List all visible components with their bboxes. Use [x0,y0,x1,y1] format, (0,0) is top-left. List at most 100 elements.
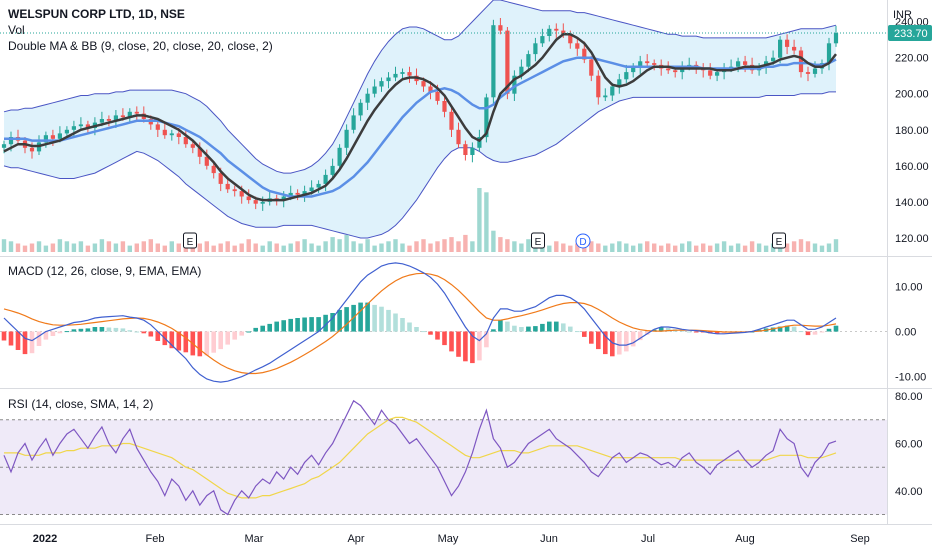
volume-bar[interactable] [554,241,559,252]
candle-body[interactable] [645,61,650,64]
volume-bar[interactable] [239,243,244,253]
macd-histogram-bar[interactable] [498,320,503,332]
volume-bar[interactable] [162,245,167,252]
candle-body[interactable] [1,144,7,148]
volume-bar[interactable] [85,245,91,252]
macd-histogram-bar[interactable] [512,325,517,332]
candle-body[interactable] [617,79,622,87]
candle-body[interactable] [812,68,818,74]
volume-bar[interactable] [57,239,63,252]
macd-histogram-bar[interactable] [204,331,210,356]
candle-body[interactable] [372,86,377,94]
volume-bar[interactable] [36,241,42,252]
macd-histogram-bar[interactable] [603,331,608,355]
candle-body[interactable] [435,91,440,101]
macd-histogram-bar[interactable] [428,331,433,335]
macd-histogram-bar[interactable] [197,331,203,357]
volume-bar[interactable] [617,241,622,252]
bollinger-upper-line[interactable] [3,0,837,174]
macd-histogram-bar[interactable] [85,328,91,332]
macd-histogram-bar[interactable] [519,327,524,332]
candle-body[interactable] [526,54,531,67]
candle-body[interactable] [449,111,454,130]
volume-bar[interactable] [50,243,56,253]
volume-bar[interactable] [211,245,216,252]
volume-bar[interactable] [323,241,328,252]
volume-bar[interactable] [232,245,237,252]
volume-bar[interactable] [659,245,664,252]
candle-body[interactable] [428,86,433,92]
candle-body[interactable] [512,75,517,94]
macd-histogram-bar[interactable] [630,331,636,347]
volume-bar[interactable] [176,243,181,253]
candle-body[interactable] [225,183,230,190]
symbol-title[interactable]: WELSPUN CORP LTD, 1D, NSE [8,7,185,21]
macd-histogram-bar[interactable] [148,331,154,337]
volume-bar[interactable] [763,245,769,252]
volume-bar[interactable] [344,234,349,252]
volume-bar[interactable] [833,239,839,252]
macd-histogram-bar[interactable] [78,328,84,332]
volume-bar[interactable] [721,241,727,252]
candle-body[interactable] [29,147,35,152]
macd-line[interactable] [3,262,837,383]
macd-histogram-bar[interactable] [568,326,573,332]
macd-histogram-bar[interactable] [365,302,370,332]
volume-bar[interactable] [113,243,119,253]
candle-body[interactable] [743,61,748,65]
ma-fast-line[interactable] [3,33,837,202]
candle-body[interactable] [134,111,139,114]
macd-histogram-bar[interactable] [421,331,426,333]
volume-bar[interactable] [812,243,818,253]
macd-histogram-bar[interactable] [246,331,251,333]
candle-body[interactable] [239,191,244,197]
macd-histogram-bar[interactable] [344,307,349,332]
macd-histogram-bar[interactable] [323,314,328,332]
volume-bar[interactable] [421,239,426,252]
candle-body[interactable] [190,144,195,148]
macd-histogram-bar[interactable] [113,327,119,332]
candle-body[interactable] [323,174,328,184]
bollinger-lower-line[interactable] [3,91,836,239]
volume-bar[interactable] [526,239,531,252]
volume-bar[interactable] [805,241,811,252]
macd-histogram-bar[interactable] [141,331,147,334]
candle-body[interactable] [204,156,209,166]
volume-bar[interactable] [365,239,370,252]
volume-bar[interactable] [99,239,105,252]
macd-histogram-bar[interactable] [449,331,454,352]
volume-bar[interactable] [449,237,454,252]
volume-bar[interactable] [701,243,706,253]
candle-body[interactable] [561,30,566,35]
candle-body[interactable] [113,115,118,121]
dividend-marker-circle[interactable] [575,233,591,249]
volume-bar[interactable] [414,241,419,252]
rsi-pane[interactable] [0,399,887,516]
macd-histogram-bar[interactable] [770,327,776,332]
macd-histogram-bar[interactable] [309,317,314,332]
macd-histogram-bar[interactable] [624,331,629,352]
candle-body[interactable] [246,196,251,201]
candle-body[interactable] [330,165,335,175]
candle-body[interactable] [736,61,741,67]
volume-bar[interactable] [183,245,188,252]
candle-body[interactable] [78,124,83,127]
macd-histogram-bar[interactable] [812,331,818,335]
macd-histogram-bar[interactable] [484,331,489,348]
macd-histogram-bar[interactable] [8,331,14,346]
macd-histogram-bar[interactable] [547,321,552,332]
volume-bar[interactable] [29,243,35,253]
macd-histogram-bar[interactable] [505,321,510,332]
volume-bar[interactable] [169,241,174,252]
candle-body[interactable] [456,129,461,145]
macd-histogram-bar[interactable] [805,331,811,336]
macd-histogram-bar[interactable] [15,331,21,351]
candle-body[interactable] [652,63,657,65]
candle-body[interactable] [43,135,48,143]
volume-bar[interactable] [155,243,160,253]
candle-body[interactable] [211,165,216,174]
volume-bar[interactable] [337,239,342,252]
candle-body[interactable] [155,124,160,130]
candle-body[interactable] [64,129,69,134]
